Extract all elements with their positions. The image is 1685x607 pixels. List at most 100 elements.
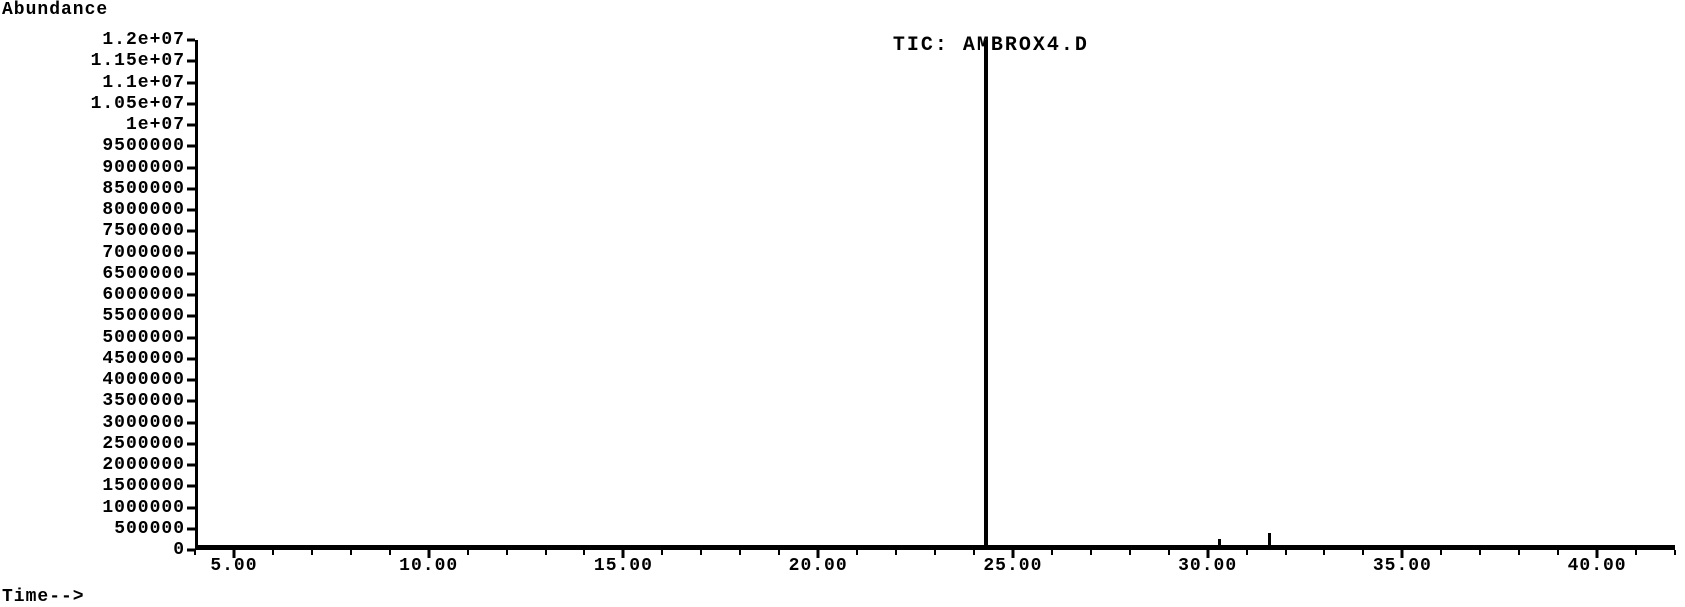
x-minor-tick [895, 550, 897, 555]
y-tick-mark [187, 485, 195, 488]
x-tick-label: 10.00 [399, 556, 458, 576]
y-tick-label: 3500000 [102, 391, 185, 411]
y-tick-mark [187, 60, 195, 63]
baseline [195, 545, 1675, 547]
x-minor-tick [467, 550, 469, 555]
y-tick-label: 1.1e+07 [102, 73, 185, 93]
y-tick-mark [187, 400, 195, 403]
plot-area: 0500000100000015000002000000250000030000… [195, 40, 1675, 550]
y-tick-mark [187, 145, 195, 148]
y-tick-label: 7500000 [102, 221, 185, 241]
y-tick-label: 5500000 [102, 306, 185, 326]
y-tick-mark [187, 464, 195, 467]
x-minor-tick [934, 550, 936, 555]
x-tick-label: 20.00 [789, 556, 848, 576]
y-tick-label: 1500000 [102, 476, 185, 496]
y-tick-label: 1000000 [102, 498, 185, 518]
x-minor-tick [739, 550, 741, 555]
y-tick-mark [187, 315, 195, 318]
x-tick-label: 40.00 [1568, 556, 1627, 576]
y-tick-label: 0 [173, 540, 185, 560]
y-tick-mark [187, 187, 195, 190]
y-tick-mark [187, 357, 195, 360]
x-minor-tick [583, 550, 585, 555]
x-minor-tick [545, 550, 547, 555]
y-axis-line [195, 40, 198, 550]
y-tick-mark [187, 421, 195, 424]
x-minor-tick [778, 550, 780, 555]
x-minor-tick [1129, 550, 1131, 555]
y-tick-mark [187, 124, 195, 127]
y-tick-label: 8500000 [102, 179, 185, 199]
x-minor-tick [1479, 550, 1481, 555]
chart-title: TIC: AMBROX4.D [893, 34, 1089, 57]
x-tick-label: 15.00 [594, 556, 653, 576]
x-tick-label: 35.00 [1373, 556, 1432, 576]
y-tick-label: 1.2e+07 [102, 30, 185, 50]
y-tick-label: 4000000 [102, 370, 185, 390]
x-minor-tick [1518, 550, 1520, 555]
x-minor-tick [389, 550, 391, 555]
x-minor-tick [1168, 550, 1170, 555]
y-tick-mark [187, 81, 195, 84]
x-tick-mark [427, 550, 430, 558]
y-tick-mark [187, 506, 195, 509]
x-tick-mark [1206, 550, 1209, 558]
x-tick-mark [232, 550, 235, 558]
y-tick-label: 5000000 [102, 328, 185, 348]
y-tick-mark [187, 527, 195, 530]
y-tick-mark [187, 272, 195, 275]
y-tick-label: 3000000 [102, 413, 185, 433]
x-tick-mark [817, 550, 820, 558]
x-minor-tick [1090, 550, 1092, 555]
y-tick-label: 2500000 [102, 434, 185, 454]
y-tick-mark [187, 442, 195, 445]
x-minor-tick [1051, 550, 1053, 555]
chromatogram-peak [1218, 539, 1221, 550]
x-tick-mark [1596, 550, 1599, 558]
y-tick-mark [187, 166, 195, 169]
y-tick-mark [187, 102, 195, 105]
x-minor-tick [194, 550, 196, 555]
x-minor-tick [1285, 550, 1287, 555]
y-tick-mark [187, 230, 195, 233]
x-tick-mark [1401, 550, 1404, 558]
x-minor-tick [1323, 550, 1325, 555]
y-axis-title: Abundance [2, 0, 108, 20]
chromatogram-peak [1268, 533, 1271, 550]
y-tick-mark [187, 336, 195, 339]
x-tick-mark [1011, 550, 1014, 558]
x-minor-tick [700, 550, 702, 555]
x-axis-title: Time--> [2, 587, 85, 607]
y-tick-label: 1e+07 [126, 115, 185, 135]
x-minor-tick [1246, 550, 1248, 555]
y-tick-label: 6000000 [102, 285, 185, 305]
x-minor-tick [1557, 550, 1559, 555]
x-minor-tick [311, 550, 313, 555]
y-tick-mark [187, 39, 195, 42]
y-tick-mark [187, 379, 195, 382]
x-minor-tick [1674, 550, 1676, 555]
x-minor-tick [973, 550, 975, 555]
x-minor-tick [506, 550, 508, 555]
y-tick-label: 7000000 [102, 243, 185, 263]
y-tick-label: 1.05e+07 [91, 94, 185, 114]
x-minor-tick [661, 550, 663, 555]
y-tick-label: 4500000 [102, 349, 185, 369]
y-tick-label: 8000000 [102, 200, 185, 220]
y-tick-label: 500000 [114, 519, 185, 539]
chromatogram-peak [984, 40, 988, 550]
y-tick-label: 1.15e+07 [91, 51, 185, 71]
x-tick-label: 30.00 [1178, 556, 1237, 576]
y-tick-mark [187, 251, 195, 254]
x-minor-tick [1362, 550, 1364, 555]
y-tick-mark [187, 209, 195, 212]
y-tick-label: 6500000 [102, 264, 185, 284]
y-tick-label: 2000000 [102, 455, 185, 475]
x-tick-label: 5.00 [210, 556, 257, 576]
x-minor-tick [1440, 550, 1442, 555]
y-tick-label: 9500000 [102, 136, 185, 156]
y-tick-mark [187, 294, 195, 297]
x-minor-tick [856, 550, 858, 555]
x-tick-mark [622, 550, 625, 558]
